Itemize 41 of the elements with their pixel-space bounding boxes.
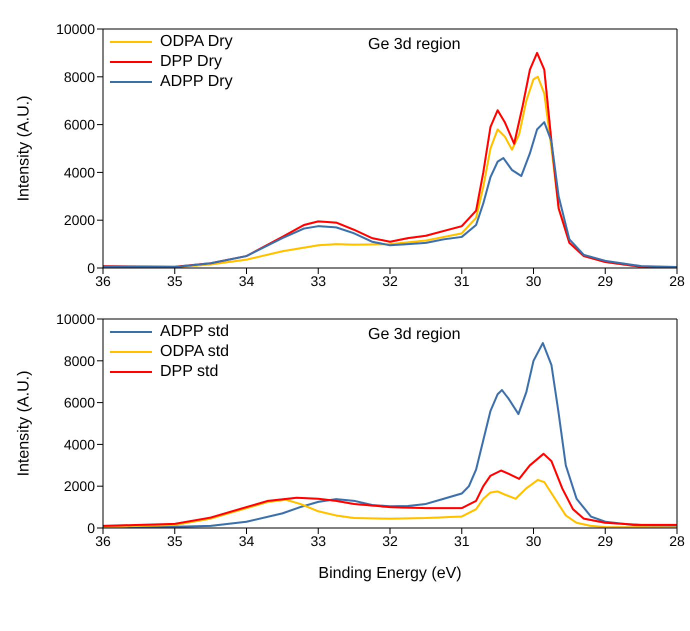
y-tick-label: 0 (87, 520, 96, 536)
y-axis-title: Intensity (A.U.) (16, 370, 33, 476)
x-tick-label: 33 (310, 532, 326, 549)
legend-label: ODPA Dry (160, 32, 233, 52)
legend-label: DPP Dry (160, 52, 222, 72)
x-tick-label: 32 (382, 272, 398, 289)
x-axis-title: Binding Energy (eV) (318, 565, 462, 582)
x-tick-label: 31 (454, 532, 470, 549)
legend-label: ODPA std (160, 342, 230, 362)
y-tick-label: 6000 (64, 394, 96, 411)
y-tick-label: 10000 (56, 310, 96, 327)
x-tick-label: 29 (597, 532, 614, 549)
y-tick-label: 4000 (64, 164, 96, 180)
y-tick-label: 10000 (56, 20, 96, 37)
y-tick-label: 0 (87, 260, 96, 276)
x-tick-label: 34 (238, 272, 254, 289)
x-tick-label: 34 (238, 532, 254, 549)
x-tick-label: 35 (166, 272, 183, 289)
x-tick-label: 29 (597, 272, 614, 289)
legend-label: ADPP std (160, 322, 230, 342)
x-tick-label: 32 (382, 532, 398, 549)
x-tick-label: 30 (526, 532, 542, 549)
x-tick-label: 33 (310, 272, 326, 289)
annotation: Ge 3d region (368, 36, 461, 54)
y-tick-label: 2000 (64, 478, 96, 494)
x-tick-label: 35 (166, 532, 183, 549)
x-tick-label: 36 (95, 272, 111, 289)
y-tick-label: 2000 (64, 212, 96, 228)
x-tick-label: 36 (95, 532, 111, 549)
y-axis-title: Intensity (A.U.) (16, 96, 33, 202)
y-tick-label: 4000 (64, 436, 96, 452)
y-tick-label: 6000 (64, 116, 96, 133)
legend-label: DPP std (160, 362, 218, 382)
legend-label: ADPP Dry (160, 72, 233, 92)
x-tick-label: 28 (669, 532, 685, 549)
y-tick-label: 8000 (64, 352, 96, 369)
x-tick-label: 31 (454, 272, 470, 289)
y-tick-label: 8000 (64, 68, 96, 85)
x-tick-label: 28 (669, 272, 685, 289)
x-tick-label: 30 (526, 272, 542, 289)
annotation: Ge 3d region (368, 326, 461, 344)
